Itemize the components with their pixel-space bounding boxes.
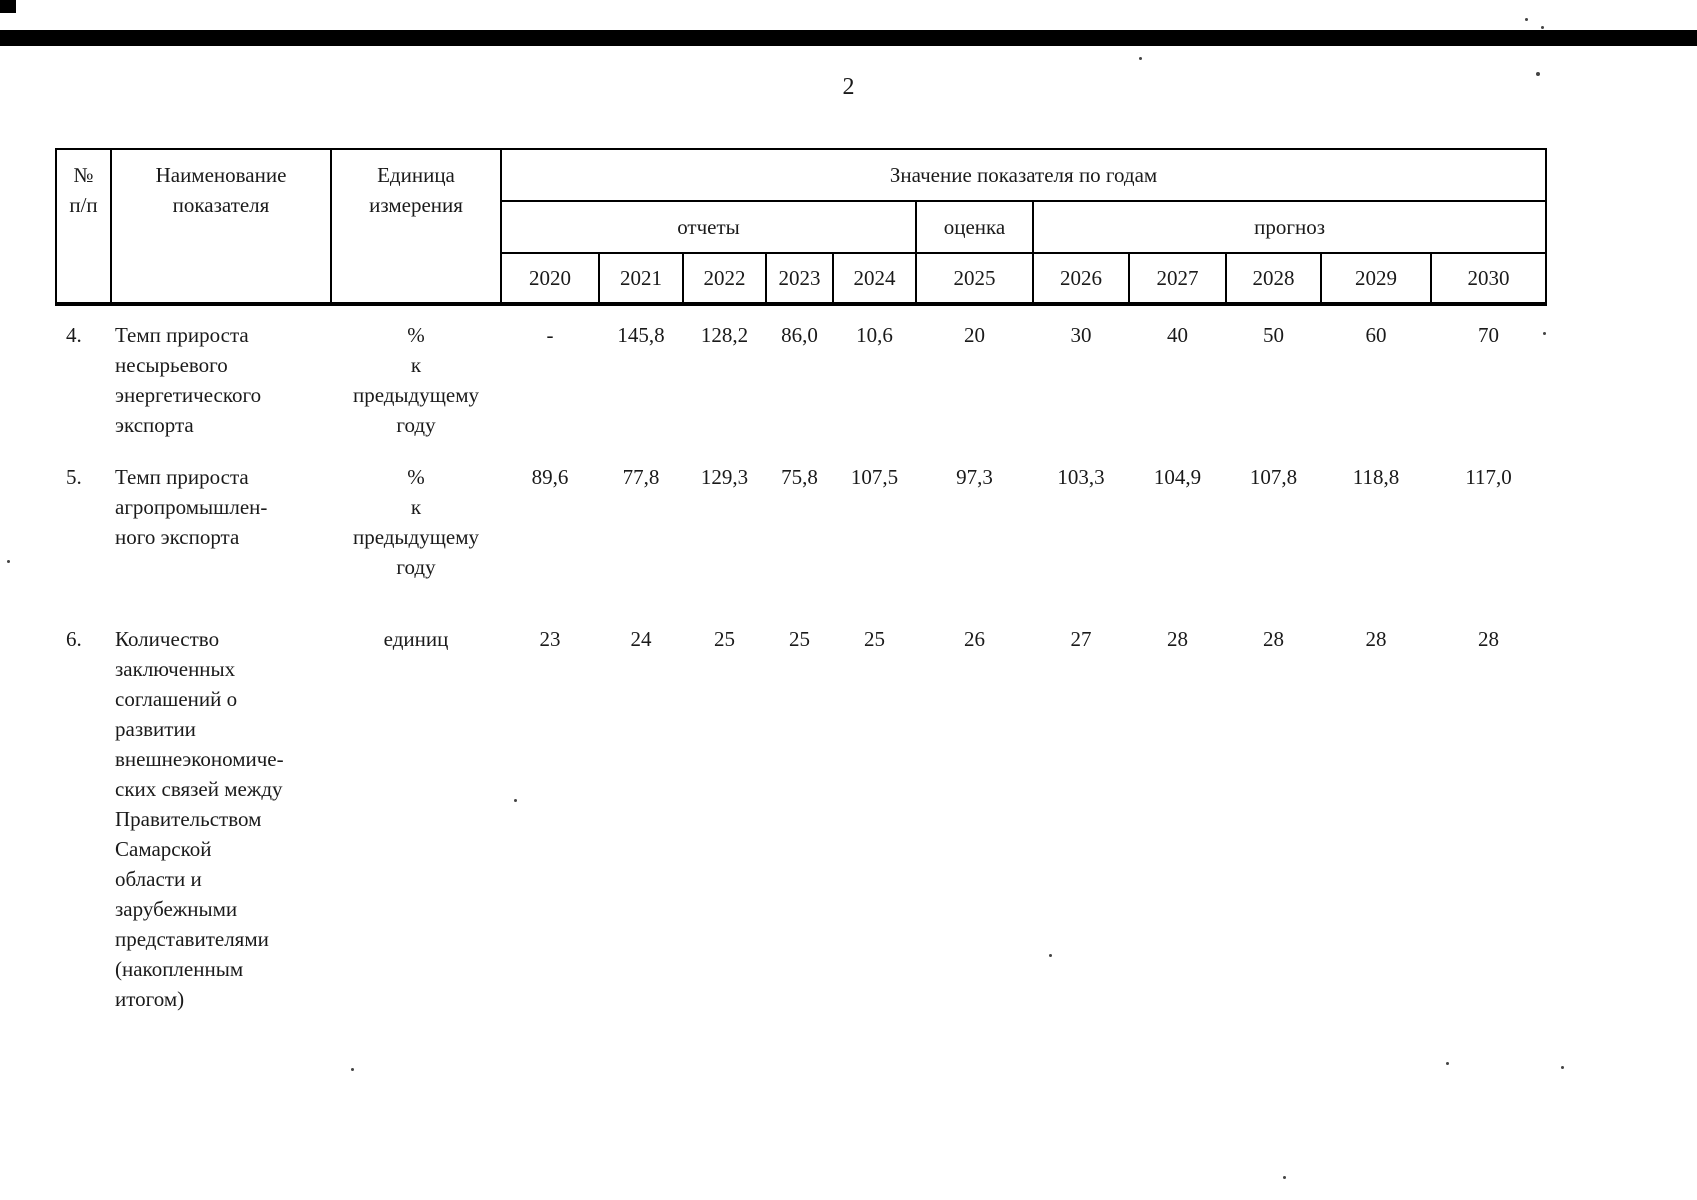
value-cell: 10,6 [856,323,893,347]
scan-noise-dot [1525,18,1528,21]
row-name-cell: Темп прироста несырьевого энергетическог… [115,323,262,437]
value-cell: 89,6 [531,465,569,489]
value-cell: 28 [1478,627,1500,651]
scan-corner-mark [0,0,16,13]
value-cell: 129,3 [700,465,749,489]
col-header-name: Наименование показателя [110,148,332,306]
scan-noise-dot [351,1068,354,1071]
scan-top-bar [0,30,1697,46]
scan-noise-dot [1561,1066,1564,1069]
value-cell: 30 [1070,323,1092,347]
col-header-num: № п/п [55,148,112,306]
scan-noise-dot [1139,57,1142,60]
table-row: 6. Количество заключенных соглашений о ра… [56,590,1546,1022]
value-cell: 60 [1365,323,1387,347]
row-name-cell: Количество заключенных соглашений о разв… [115,627,284,1011]
value-cell: 25 [714,627,735,651]
value-cell: 97,3 [956,465,993,489]
value-cell: 75,8 [781,465,818,489]
group-header-2: оценка [915,200,1034,254]
value-cell: 50 [1263,323,1284,347]
value-cell: 128,2 [700,323,749,347]
col-header-unit: Единица измерения [330,148,502,306]
value-cell: 40 [1167,323,1188,347]
value-cell: 117,0 [1465,465,1512,489]
row-num-cell: 5. [66,465,82,489]
year-header-2021: 2021 [598,252,684,306]
scan-noise-dot [514,799,517,802]
table-row: 5. Темп прироста агропромышлен- ного эксп… [56,448,1546,590]
value-cell: 118,8 [1352,465,1400,489]
value-cell: 23 [539,627,561,651]
year-header-2023: 2023 [765,252,834,306]
value-cell: - [546,323,554,347]
scan-noise-dot [1283,1176,1286,1179]
value-cell: 28 [1167,627,1188,651]
value-cell: 103,3 [1057,465,1105,489]
row-unit-cell: % к предыдущему году [352,465,480,579]
value-cell: 145,8 [617,323,665,347]
scan-noise-dot [1049,954,1052,957]
year-header-2026: 2026 [1032,252,1130,306]
value-cell: 28 [1365,627,1387,651]
year-header-2025: 2025 [915,252,1034,306]
scan-noise-dot [1446,1062,1449,1065]
header-row-groups: отчеты оценка прогноз [56,200,1548,254]
row-num-cell: 4. [66,323,82,347]
year-header-2030: 2030 [1429,252,1548,306]
col-header-values-title: Значение показателя по годам [499,148,1548,202]
value-cell: 25 [789,627,810,651]
year-header-2024: 2024 [832,252,917,306]
value-cell: 104,9 [1153,465,1202,489]
value-cell: 70 [1478,323,1500,347]
year-header-2020: 2020 [500,252,600,306]
row-unit-cell: единиц [383,627,449,651]
row-name-cell: Темп прироста агропромышлен- ного экспор… [115,465,268,549]
value-cell: 28 [1263,627,1284,651]
value-cell: 86,0 [781,323,818,347]
header-row-title: № п/п Наименование показателя Единица из… [55,148,1548,306]
value-cell: 77,8 [622,465,660,489]
table-row: 4. Темп прироста несырьевого энергетическ… [56,304,1546,448]
row-num-cell: 6. [66,627,82,651]
value-cell: 27 [1070,627,1092,651]
scan-noise-dot [7,560,10,563]
scan-noise-dot [1543,332,1546,335]
year-header-2022: 2022 [682,252,767,306]
scan-noise-dot [1536,72,1540,76]
year-header-2027: 2027 [1128,252,1227,306]
value-cell: 20 [964,323,985,347]
group-header-3: прогноз [1031,200,1548,254]
value-cell: 24 [630,627,652,651]
year-header-2028: 2028 [1225,252,1322,306]
value-cell: 107,8 [1249,465,1298,489]
page-number: 2 [842,74,855,100]
value-cell: 25 [864,627,885,651]
group-header-1: отчеты [500,200,917,254]
year-header-2029: 2029 [1320,252,1432,306]
row-unit-cell: % к предыдущему году [352,323,480,437]
value-cell: 107,5 [850,465,899,489]
header-row-years: 2020 2021 2022 2023 2024 2025 2026 2027 2028 2029… [56,252,1548,306]
value-cell: 26 [964,627,985,651]
scan-noise-dot [1541,26,1544,29]
indicators-table: № п/п Наименование показателя Единица из… [55,148,1548,1022]
